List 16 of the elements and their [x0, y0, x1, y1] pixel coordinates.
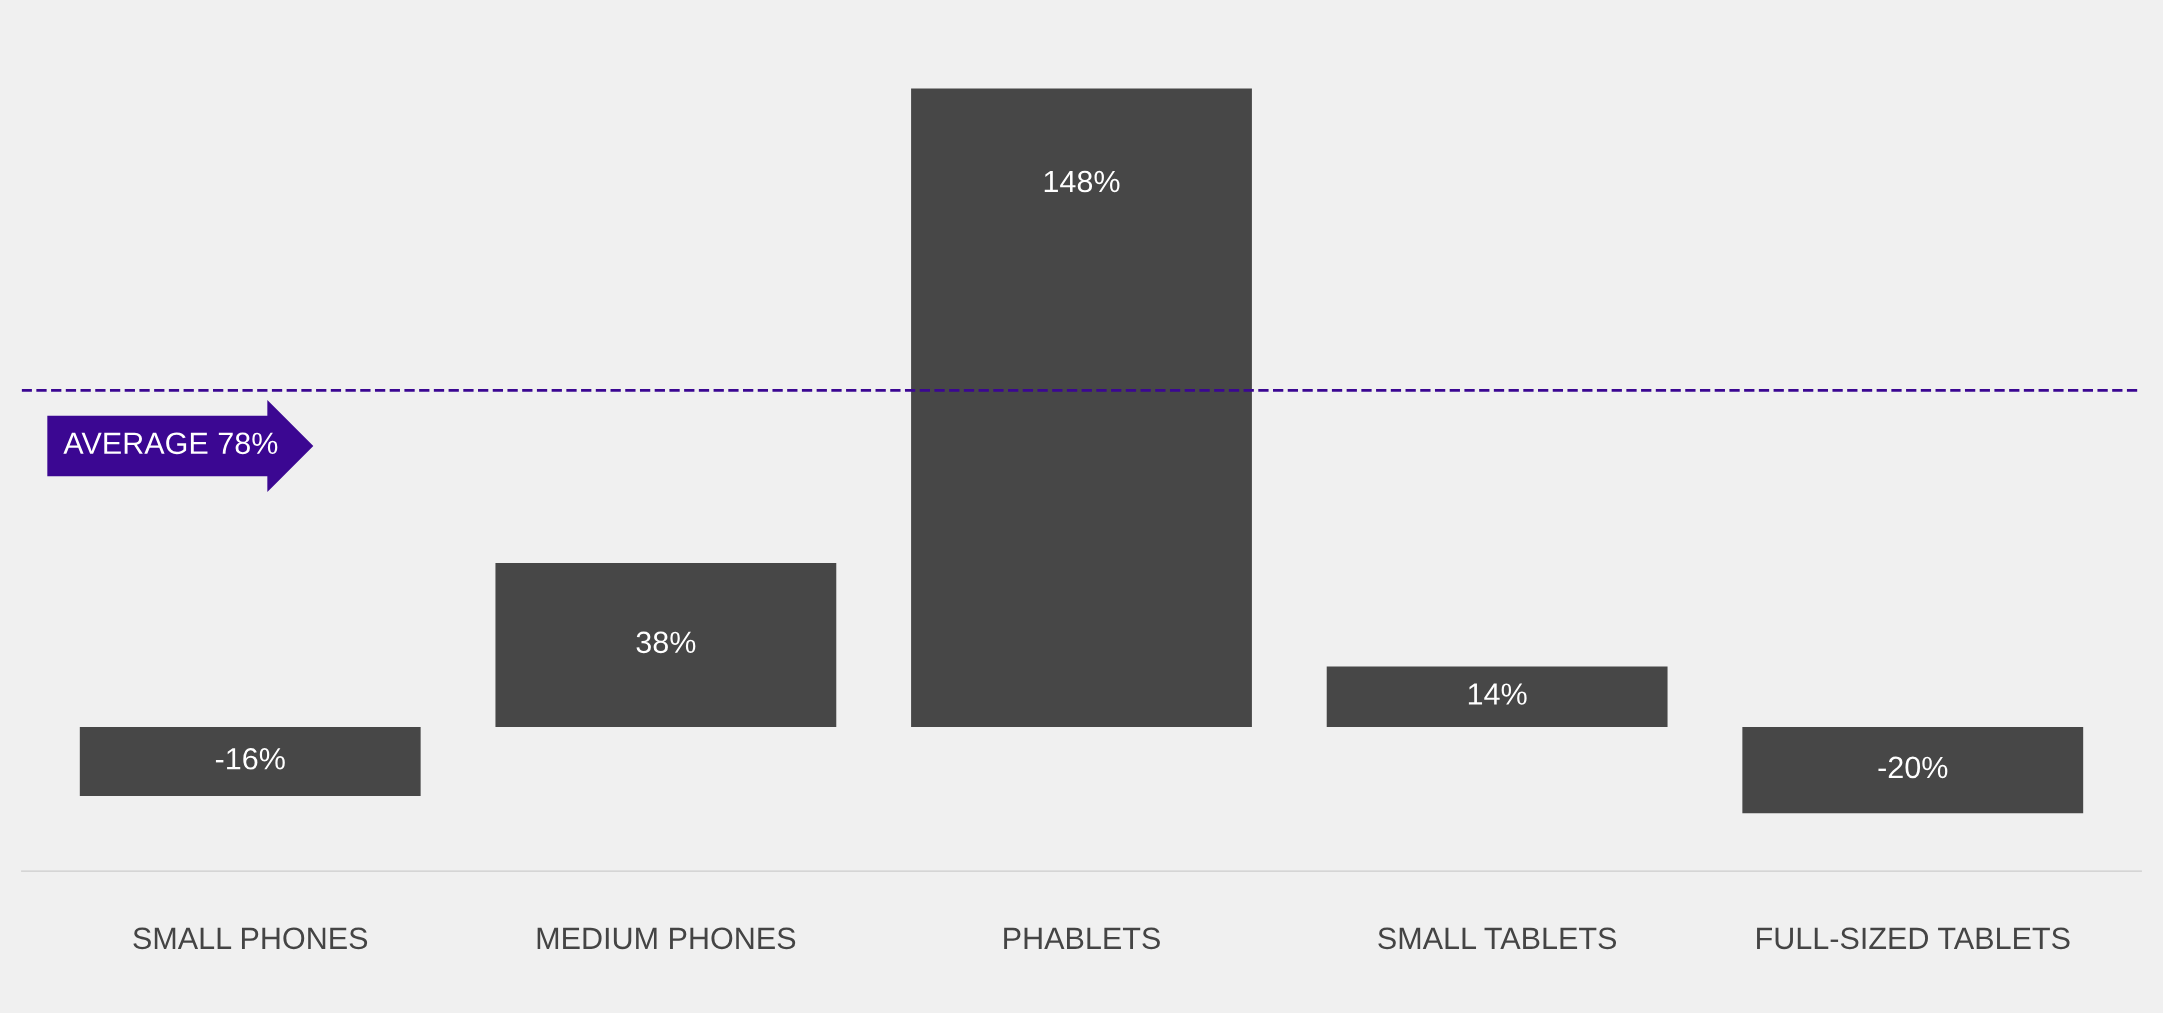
data-label: 14% — [1468, 683, 1527, 705]
x-tick-label: MEDIUM PHONES — [537, 927, 796, 950]
ref-line-label: AVERAGE 78% — [63, 432, 278, 455]
data-label: 38% — [636, 631, 696, 654]
data-label: -20% — [1878, 756, 1948, 779]
bar — [911, 88, 1252, 727]
x-tick-label: FULL-SIZED TABLETS — [1757, 927, 2070, 950]
x-tick-label: PHABLETS — [1004, 927, 1160, 950]
bar — [1326, 666, 1668, 727]
bar — [1742, 726, 2084, 814]
bar — [495, 562, 837, 727]
data-label: 148% — [1044, 170, 1120, 193]
bar — [79, 726, 421, 796]
x-tick-label: SMALL TABLETS — [1378, 927, 1617, 950]
x-tick-label: SMALL PHONES — [133, 927, 368, 950]
data-label: -16% — [215, 747, 285, 770]
